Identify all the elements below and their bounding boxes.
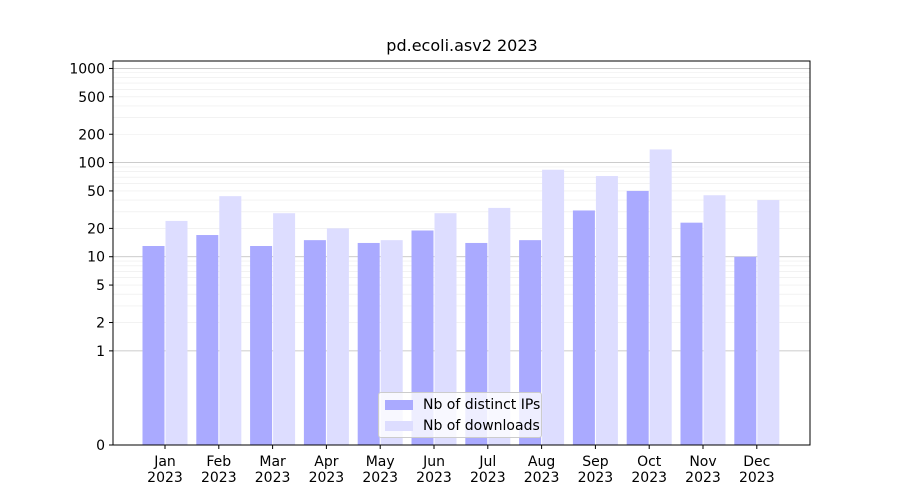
legend-swatch-downloads <box>385 421 413 431</box>
x-tick-label: 2023 <box>631 470 667 486</box>
legend-item-ips: Nb of distinct IPs <box>385 396 540 414</box>
x-tick-label: 2023 <box>147 470 183 486</box>
bar-downloads <box>757 200 780 445</box>
x-tick-label: Jan <box>153 454 176 470</box>
bar-downloads <box>219 196 242 445</box>
y-tick-label: 5 <box>96 278 105 294</box>
legend: Nb of distinct IPs Nb of downloads <box>378 392 542 438</box>
x-tick-label: Mar <box>259 454 286 470</box>
y-tick-label: 20 <box>87 221 105 237</box>
bar-distinct-ips <box>250 246 273 445</box>
y-tick-label: 0 <box>96 438 105 454</box>
x-tick-label: 2023 <box>362 470 398 486</box>
bar-distinct-ips <box>680 222 703 445</box>
y-tick-label: 50 <box>87 184 105 200</box>
x-tick-label: 2023 <box>201 470 237 486</box>
x-tick-label: Jun <box>422 454 445 470</box>
y-tick-label: 1 <box>96 344 105 360</box>
bar-downloads <box>542 169 565 445</box>
x-tick-label: Aug <box>528 454 555 470</box>
x-tick-label: 2023 <box>470 470 506 486</box>
bar-distinct-ips <box>411 230 434 445</box>
x-tick-label: 2023 <box>309 470 345 486</box>
legend-item-downloads: Nb of downloads <box>385 417 540 435</box>
y-tick-label: 200 <box>78 127 105 143</box>
bar-distinct-ips <box>572 210 595 445</box>
bar-distinct-ips <box>303 240 326 445</box>
bar-downloads <box>595 176 618 445</box>
x-tick-label: 2023 <box>255 470 291 486</box>
x-tick-label: 2023 <box>739 470 775 486</box>
y-tick-label: 10 <box>87 250 105 266</box>
bar-distinct-ips <box>196 235 219 445</box>
legend-swatch-ips <box>385 400 413 410</box>
y-tick-label: 500 <box>78 90 105 106</box>
bar-distinct-ips <box>357 242 380 445</box>
bar-downloads <box>703 195 726 445</box>
x-tick-label: Apr <box>314 454 338 470</box>
bar-downloads <box>165 220 188 445</box>
chart-title: pd.ecoli.asv2 2023 <box>386 36 537 55</box>
bar-distinct-ips <box>626 190 649 445</box>
x-tick-label: 2023 <box>524 470 560 486</box>
bar-downloads <box>434 213 457 445</box>
x-tick-label: Sep <box>582 454 609 470</box>
bar-downloads <box>273 213 296 445</box>
bar-distinct-ips <box>734 256 757 445</box>
x-tick-label: Oct <box>637 454 662 470</box>
x-tick-label: Nov <box>689 454 716 470</box>
bar-downloads <box>488 207 511 445</box>
legend-label-ips: Nb of distinct IPs <box>423 397 541 413</box>
x-tick-label: 2023 <box>416 470 452 486</box>
axes: 01251020501002005001000Jan2023Feb2023Mar… <box>69 60 811 486</box>
bar-downloads <box>326 228 349 445</box>
plot-frame <box>112 60 811 446</box>
x-tick-label: 2023 <box>685 470 721 486</box>
x-tick-label: Dec <box>743 454 770 470</box>
bar-downloads <box>649 149 672 445</box>
x-tick-label: 2023 <box>578 470 614 486</box>
legend-label-downloads: Nb of downloads <box>423 418 540 434</box>
x-tick-label: Jul <box>478 454 496 470</box>
y-tick-label: 100 <box>78 156 105 172</box>
x-tick-label: May <box>366 454 395 470</box>
y-tick-label: 2 <box>96 316 105 332</box>
bar-distinct-ips <box>142 246 165 445</box>
y-tick-label: 1000 <box>69 61 105 77</box>
x-tick-label: Feb <box>206 454 231 470</box>
